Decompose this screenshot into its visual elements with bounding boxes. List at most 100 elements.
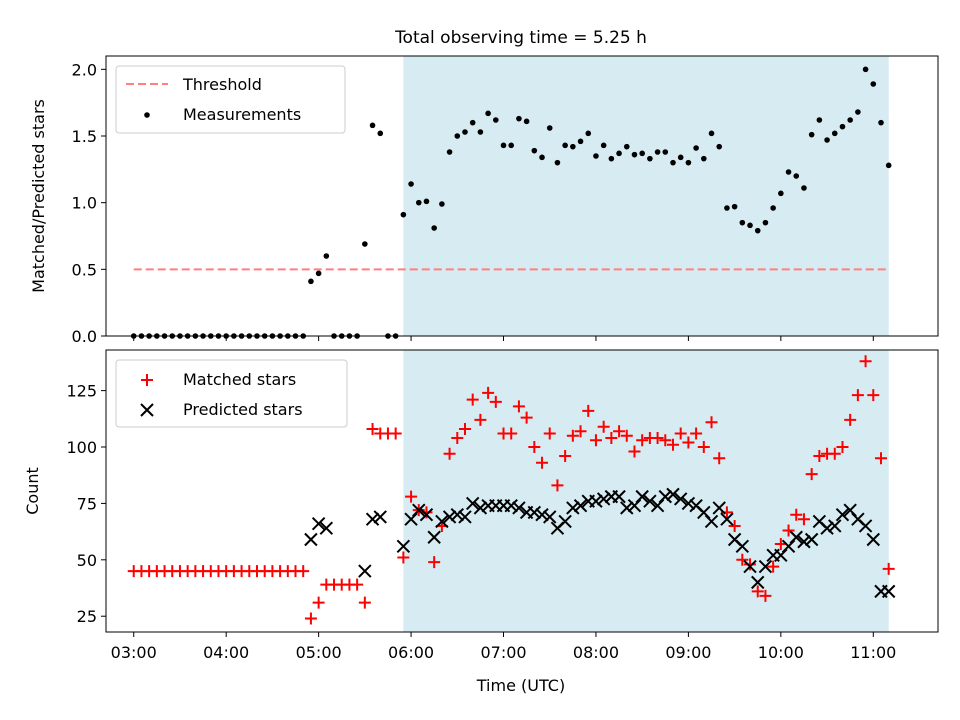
matched-star-point bbox=[551, 479, 564, 492]
predicted-star-point bbox=[373, 510, 387, 524]
predicted-star-point bbox=[681, 496, 696, 511]
matched-star-point bbox=[882, 562, 895, 575]
measurement-point bbox=[731, 203, 738, 210]
measurement-point bbox=[785, 169, 792, 175]
measurement-point bbox=[500, 142, 507, 149]
predicted-star-point bbox=[396, 539, 411, 553]
bottom-ylabel: Count bbox=[23, 467, 42, 515]
bottom-y-tick-label: 100 bbox=[66, 438, 97, 457]
x-tick-label: 07:00 bbox=[480, 643, 526, 662]
matched-star-point bbox=[836, 441, 849, 454]
predicted-star-point bbox=[673, 492, 688, 506]
measurement-point bbox=[639, 150, 645, 157]
measurement-point bbox=[808, 131, 815, 138]
top-legend-box bbox=[115, 65, 346, 134]
measurement-point bbox=[654, 149, 661, 155]
bottom-legend-box bbox=[115, 359, 348, 428]
top-y-tick-label: 1.0 bbox=[72, 194, 97, 213]
measurement-point bbox=[369, 122, 376, 129]
matched-star-point bbox=[636, 434, 649, 447]
measurement-point bbox=[323, 253, 330, 259]
measurement-point bbox=[739, 219, 746, 226]
measurement-point bbox=[562, 142, 568, 149]
predicted-star-point bbox=[643, 494, 657, 508]
predicted-star-point bbox=[866, 532, 880, 547]
measurement-point bbox=[608, 155, 615, 162]
matched-star-point bbox=[844, 413, 857, 426]
measurement-point bbox=[793, 173, 800, 179]
measurement-point bbox=[878, 119, 884, 126]
predicted-star-point bbox=[558, 514, 572, 529]
predicted-star-point bbox=[573, 498, 588, 513]
measurement-point bbox=[400, 211, 407, 218]
measurement-point bbox=[677, 154, 684, 161]
measurement-point bbox=[716, 143, 723, 150]
matched-star-point bbox=[474, 413, 487, 426]
matched-star-point bbox=[304, 612, 317, 625]
matched-star-point bbox=[312, 596, 325, 609]
matched-star-point bbox=[528, 441, 541, 454]
matched-star-point bbox=[790, 508, 803, 521]
measurement-point bbox=[701, 155, 707, 162]
matched-star-point bbox=[828, 447, 841, 460]
predicted-star-point bbox=[543, 510, 557, 524]
predicted-star-point bbox=[527, 505, 542, 520]
top-y-tick-label: 2.0 bbox=[72, 60, 97, 79]
predicted-star-point bbox=[596, 492, 611, 506]
measurement-point bbox=[570, 143, 576, 150]
predicted-star-point bbox=[612, 489, 626, 504]
predicted-star-point bbox=[858, 519, 873, 533]
matched-star-point bbox=[512, 400, 525, 413]
matched-star-point bbox=[297, 565, 310, 578]
predicted-star-point bbox=[458, 510, 472, 524]
legend-measurements-swatch bbox=[144, 112, 150, 118]
measurement-point bbox=[415, 199, 422, 206]
matched-star-point bbox=[744, 558, 757, 571]
top-axes-frame bbox=[105, 55, 939, 337]
predicted-star-point bbox=[735, 539, 750, 553]
predicted-star-point bbox=[658, 489, 672, 504]
predicted-star-point bbox=[804, 532, 819, 547]
legend-matched-label: Matched stars bbox=[183, 370, 296, 389]
matched-star-point bbox=[867, 389, 880, 402]
legend-predicted-swatch bbox=[140, 403, 154, 417]
x-tick-label: 04:00 bbox=[203, 643, 249, 662]
measurement-point bbox=[816, 117, 823, 123]
predicted-star-point bbox=[566, 501, 580, 515]
matched-star-point bbox=[659, 434, 672, 447]
matched-star-point bbox=[759, 589, 772, 602]
matched-star-point bbox=[420, 506, 433, 519]
measurement-point bbox=[539, 154, 545, 161]
predicted-star-point bbox=[666, 487, 680, 502]
measurement-point bbox=[839, 123, 846, 130]
predicted-star-point bbox=[412, 503, 426, 517]
matched-star-point bbox=[597, 420, 610, 433]
bottom-ticks: 03:00 04:00 05:00 06:00 07:00 08:00 09:00 10:00… bbox=[66, 382, 896, 662]
bottom-y-tick-label: 75 bbox=[77, 494, 97, 513]
bottom-y-tick-label: 125 bbox=[66, 382, 97, 401]
matched-star-point bbox=[782, 524, 795, 537]
matched-star-point bbox=[582, 404, 595, 417]
top-ticks: 0.0 0.5 1.0 1.5 2.0 bbox=[72, 60, 874, 346]
matched-star-point bbox=[574, 425, 587, 438]
measurement-point bbox=[724, 205, 730, 211]
predicted-star-point bbox=[427, 530, 441, 544]
measurement-point bbox=[616, 150, 622, 157]
measurement-point bbox=[315, 270, 322, 277]
predicted-star-point bbox=[442, 510, 457, 524]
predicted-star-point bbox=[319, 521, 334, 535]
measurement-point bbox=[647, 155, 653, 162]
measurement-point bbox=[469, 119, 476, 126]
predicted-star-point bbox=[704, 514, 719, 529]
measurement-point bbox=[531, 147, 538, 154]
measurement-point bbox=[831, 130, 838, 137]
matched-star-point bbox=[774, 538, 787, 551]
matched-star-point bbox=[690, 427, 703, 440]
measurement-point bbox=[670, 159, 676, 166]
x-tick-label: 03:00 bbox=[111, 643, 157, 662]
predicted-star-point bbox=[358, 564, 372, 578]
legend-predicted-label: Predicted stars bbox=[183, 400, 303, 419]
predicted-star-point bbox=[465, 496, 480, 511]
measurement-point bbox=[493, 117, 499, 123]
